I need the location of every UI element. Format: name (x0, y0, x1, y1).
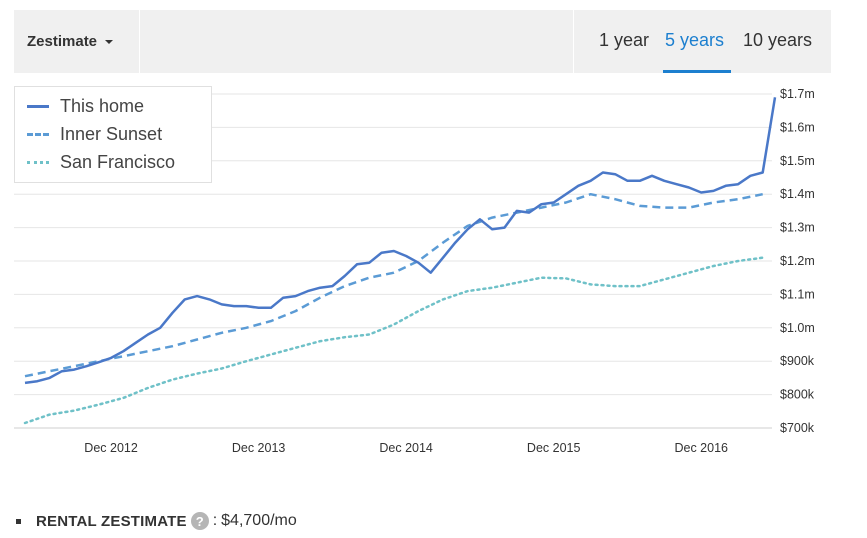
chart-legend: This home Inner Sunset San Francisco (14, 86, 212, 183)
y-tick-label: $1.5m (780, 154, 815, 168)
x-tick-label: Dec 2014 (379, 441, 433, 455)
series-line-this-home (24, 97, 777, 385)
legend-swatch-solid (27, 105, 49, 108)
legend-item-inner-sunset[interactable]: Inner Sunset (27, 124, 162, 145)
x-tick-label: Dec 2015 (527, 441, 581, 455)
y-tick-label: $1.0m (780, 321, 815, 335)
y-tick-label: $1.7m (780, 87, 815, 101)
y-tick-label: $1.1m (780, 287, 815, 301)
y-tick-label: $900k (780, 354, 815, 368)
y-tick-label: $800k (780, 388, 815, 402)
x-tick-label: Dec 2013 (232, 441, 286, 455)
series-line-san-francisco (23, 256, 764, 425)
series-line-inner-sunset (24, 192, 763, 378)
legend-label: Inner Sunset (60, 124, 163, 144)
caret-down-icon (105, 39, 114, 44)
x-tick-label: Dec 2012 (84, 441, 138, 455)
range-tab-1-year[interactable]: 1 year (599, 30, 650, 50)
dropdown-label: Zestimate (27, 33, 98, 50)
y-tick-label: $1.6m (780, 120, 815, 134)
legend-item-this-home[interactable]: This home (27, 96, 144, 117)
legend-item-san-francisco[interactable]: San Francisco (27, 152, 175, 173)
legend-label: This home (60, 96, 145, 116)
chart-toolbar: Zestimate 1 year 5 years 10 years (14, 10, 831, 73)
legend-swatch-dotted (27, 161, 49, 164)
y-axis-ticks: $700k $800k $900k $1.0m $1.1m $1.2m $1.3m $1.4m… (780, 87, 815, 435)
rental-zestimate-value: $4,700/mo (221, 512, 297, 529)
y-tick-label: $1.2m (780, 254, 815, 268)
separator: : (212, 512, 218, 529)
x-axis-ticks: Dec 2012 Dec 2013 Dec 2014 Dec 2015 Dec 2016 (84, 441, 728, 455)
rental-zestimate-row: RENTAL ZESTIMATE ? : $4,700/mo (16, 512, 297, 530)
range-tab-5-years[interactable]: 5 years (665, 30, 725, 50)
series-lines (23, 97, 777, 425)
range-tab-10-years[interactable]: 10 years (743, 30, 813, 50)
rental-zestimate-label: RENTAL ZESTIMATE (36, 512, 187, 530)
bullet-icon (16, 518, 21, 524)
zestimate-dropdown[interactable]: Zestimate (14, 10, 140, 73)
active-tab-underline (663, 70, 731, 73)
y-tick-label: $700k (780, 421, 815, 435)
legend-label: San Francisco (60, 152, 176, 172)
y-tick-label: $1.3m (780, 221, 815, 235)
legend-swatch-dashed (27, 133, 49, 136)
help-icon[interactable]: ? (190, 512, 209, 530)
x-tick-label: Dec 2016 (674, 441, 728, 455)
time-range-tabs: 1 year 5 years 10 years (573, 10, 831, 73)
y-tick-label: $1.4m (780, 187, 815, 201)
